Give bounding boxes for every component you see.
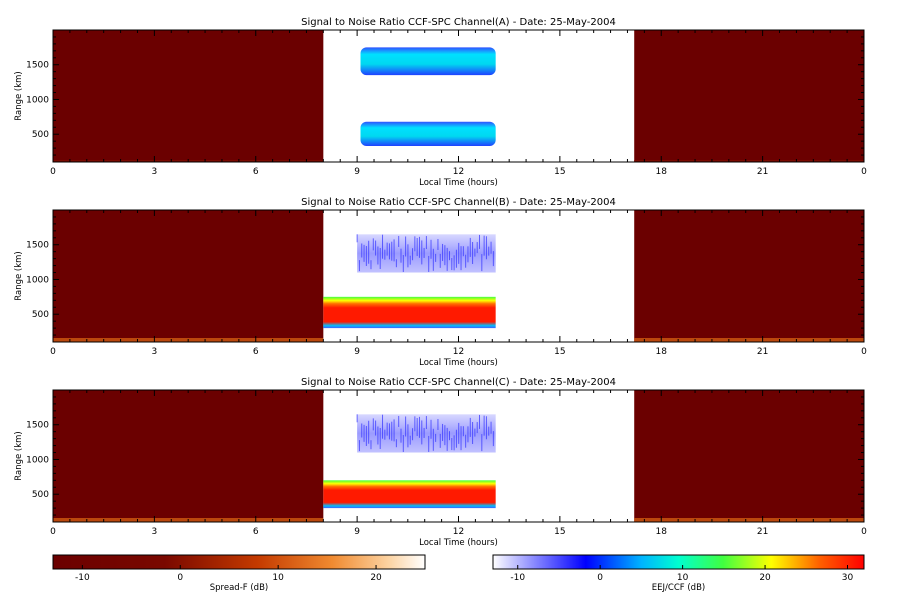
ccf-echo-band [360, 47, 496, 76]
spreadf-low-range-streak [634, 518, 864, 522]
y-tick-label: 1000 [26, 95, 49, 105]
panel-b: 0 3 6 9 12 15 18 21 0 500 1000 1500 Signal to Noise … [14, 197, 867, 368]
spreadf-region [53, 210, 324, 342]
x-tick-label: 18 [656, 527, 668, 537]
x-tick-label: 6 [253, 527, 259, 537]
panel-title: Signal to Noise Ratio CCF-SPC Channel(B)… [301, 197, 616, 208]
x-tick-label: 21 [757, 527, 768, 537]
x-tick-label: 21 [757, 347, 768, 357]
colorbar-tick-label: -10 [75, 573, 90, 583]
x-tick-label: 0 [50, 527, 56, 537]
x-tick-label: 0 [50, 167, 56, 177]
colorbar-tick-label: 30 [842, 573, 854, 583]
panel-a: 0 3 6 9 12 15 18 21 0 500 1000 1500 Signal to Noise … [14, 17, 867, 188]
x-tick-label: 18 [656, 167, 668, 177]
spreadf-region [634, 210, 864, 342]
x-tick-label: 0 [50, 347, 56, 357]
x-tick-label: 3 [152, 167, 158, 177]
y-tick-label: 1500 [26, 421, 49, 431]
panel-title: Signal to Noise Ratio CCF-SPC Channel(C)… [301, 377, 616, 388]
x-tick-label: 6 [253, 347, 259, 357]
y-axis-label: Range (km) [14, 251, 24, 300]
x-tick-label: 3 [152, 347, 158, 357]
colorbar-tick-label: -10 [510, 573, 525, 583]
y-tick-label: 500 [32, 130, 49, 140]
y-axis-label: Range (km) [14, 71, 24, 120]
eej-ccf-colorbar: -10 0 10 20 30 EEJ/CCF (dB) [492, 554, 865, 593]
colorbar-tick-label: 0 [597, 573, 603, 583]
x-tick-label: 0 [861, 167, 867, 177]
colorbar-gradient [492, 554, 865, 570]
spreadf-low-range-streak [634, 160, 864, 162]
x-tick-label: 3 [152, 527, 158, 537]
x-tick-label: 9 [354, 347, 360, 357]
x-axis-label: Local Time (hours) [419, 178, 498, 188]
x-tick-label: 15 [554, 527, 565, 537]
ccf-echo-band-strong [323, 480, 496, 509]
colorbar-tick-label: 20 [759, 573, 771, 583]
y-tick-label: 500 [32, 310, 49, 320]
x-tick-label: 9 [354, 527, 360, 537]
x-tick-label: 12 [453, 347, 464, 357]
spreadf-low-range-streak [634, 338, 864, 342]
y-tick-label: 1000 [26, 455, 49, 465]
x-tick-label: 12 [453, 167, 464, 177]
colorbar-tick-label: 10 [677, 573, 689, 583]
colorbar-label: Spread-F (dB) [210, 583, 268, 593]
panel-title: Signal to Noise Ratio CCF-SPC Channel(A)… [301, 17, 616, 28]
spreadf-region [634, 30, 864, 162]
y-tick-label: 1000 [26, 275, 49, 285]
spreadf-region [53, 390, 324, 522]
spreadf-region [53, 30, 324, 162]
x-axis-label: Local Time (hours) [419, 538, 498, 548]
x-tick-label: 0 [861, 347, 867, 357]
x-tick-label: 21 [757, 167, 768, 177]
y-tick-label: 1500 [26, 241, 49, 251]
panel-c: 0 3 6 9 12 15 18 21 0 500 1000 1500 Signal to Noise … [14, 377, 867, 548]
x-tick-label: 15 [554, 167, 565, 177]
colorbar-tick-label: 10 [272, 573, 284, 583]
ccf-echo-band [360, 121, 496, 147]
x-tick-label: 0 [861, 527, 867, 537]
x-tick-label: 15 [554, 347, 565, 357]
colorbar-gradient [52, 554, 426, 570]
x-axis-label: Local Time (hours) [419, 358, 498, 368]
y-tick-label: 1500 [26, 61, 49, 71]
spreadf-region [634, 390, 864, 522]
colorbar-tick-label: 0 [177, 573, 183, 583]
spreadf-colorbar: -10 0 10 20 Spread-F (dB) [52, 554, 426, 593]
colorbar-layer: -10 0 10 20 Spread-F (dB) -10 0 10 20 30 EEJ/CCF (… [52, 554, 865, 593]
ccf-echo-band-strong [323, 296, 496, 329]
x-tick-label: 12 [453, 527, 464, 537]
x-tick-label: 6 [253, 167, 259, 177]
y-axis-label: Range (km) [14, 431, 24, 480]
colorbar-tick-label: 20 [370, 573, 382, 583]
colorbar-label: EEJ/CCF (dB) [652, 583, 705, 593]
y-tick-label: 500 [32, 490, 49, 500]
x-tick-label: 9 [354, 167, 360, 177]
x-tick-label: 18 [656, 347, 668, 357]
